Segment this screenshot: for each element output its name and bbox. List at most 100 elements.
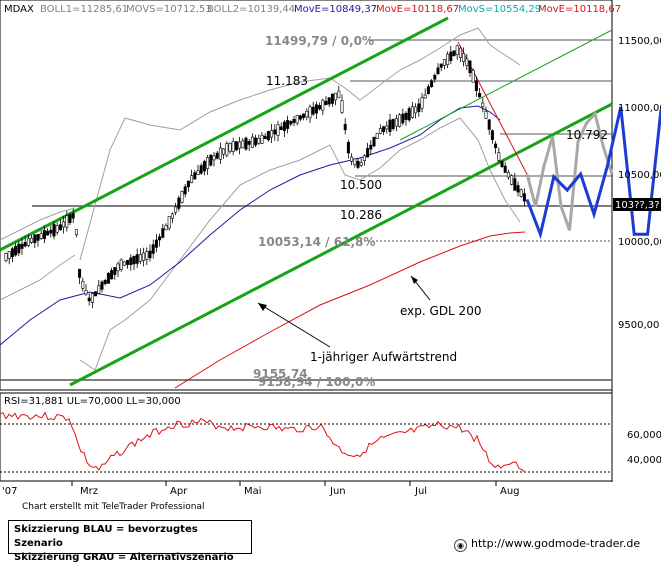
trend-arrow-head: [258, 303, 267, 311]
candle-body: [311, 106, 315, 115]
candle-body: [30, 237, 34, 243]
y-axis-ticks: 11500,00 11000,00 10500,00 10000,00 9500…: [618, 36, 661, 331]
candle-body: [122, 261, 126, 266]
trend-channel: [0, 16, 613, 387]
candle-body: [334, 92, 338, 101]
candle-body: [350, 156, 354, 162]
candle-body: [327, 97, 331, 105]
candle-body: [282, 121, 286, 131]
candle-body: [84, 289, 88, 295]
level-label-9155: 9155,74: [253, 367, 308, 381]
header-boll1: BOLL1=11285,61: [40, 4, 128, 15]
candle-body: [161, 228, 165, 238]
candle-body: [430, 80, 434, 88]
y-tick-11000: 11000,00: [618, 103, 661, 114]
candle-body: [436, 67, 440, 75]
candle-body: [487, 119, 491, 130]
candle-body: [426, 86, 430, 94]
source-link[interactable]: ◉ http://www.godmode-trader.de: [454, 537, 640, 552]
candle-body: [71, 213, 75, 219]
candle-body: [433, 74, 437, 80]
candle-body: [186, 180, 190, 188]
candle-body: [94, 291, 98, 297]
candle-body: [279, 126, 283, 130]
candle-body: [250, 136, 254, 148]
candle-body: [174, 206, 178, 213]
candlesticks: [4, 44, 526, 309]
candle-body: [295, 115, 299, 124]
candle-body: [446, 53, 450, 66]
candle-body: [241, 140, 245, 149]
candle-body: [516, 185, 520, 193]
candle-body: [455, 45, 459, 55]
candle-body: [26, 238, 30, 246]
candle-body: [68, 214, 72, 223]
candle-body: [215, 152, 219, 159]
candle-body: [116, 263, 120, 272]
candle-body: [340, 100, 344, 113]
candle-body: [417, 103, 421, 113]
source-url[interactable]: http://www.godmode-trader.de: [471, 537, 641, 550]
candle-body: [452, 50, 456, 57]
candle-body: [276, 124, 280, 136]
level-labels: 11499,79 / 0,0% 11.183 10.792 10.500 10.…: [253, 34, 608, 389]
y-tick-10500: 10500,00: [618, 170, 661, 181]
candle-body: [474, 80, 478, 91]
candle-body: [298, 115, 302, 120]
y-tick-9500: 9500,00: [618, 320, 659, 331]
candle-body: [106, 272, 110, 284]
header-movs: MOVS=10712,53: [126, 4, 212, 15]
candle-body: [321, 99, 325, 111]
candle-body: [218, 147, 222, 160]
candle-body: [385, 125, 389, 130]
rsi-plot-frame: [0, 392, 613, 482]
candle-body: [366, 148, 370, 158]
candle-body: [401, 113, 405, 124]
candle-body: [199, 165, 203, 174]
annotation-trend: 1-jähriger Aufwärtstrend: [310, 350, 457, 364]
candle-body: [158, 236, 162, 241]
candle-body: [62, 221, 66, 228]
candle-body: [46, 230, 50, 236]
annotations: exp. GDL 200 1-jähriger Aufwärtstrend: [257, 275, 481, 364]
x-label-jun: Jun: [329, 486, 346, 497]
candle-body: [449, 51, 453, 61]
candle-body: [238, 141, 242, 149]
candle-body: [17, 243, 21, 254]
candle-body: [244, 137, 248, 150]
candle-body: [337, 90, 341, 99]
candle-body: [503, 165, 507, 173]
candle-body: [20, 243, 24, 249]
candle-body: [375, 132, 379, 140]
candle-body: [180, 190, 184, 203]
candle-body: [414, 106, 418, 114]
candle-body: [490, 130, 494, 140]
candle-body: [234, 141, 238, 151]
x-label-07: '07: [2, 486, 17, 497]
candle-body: [183, 186, 187, 195]
candle-body: [164, 225, 168, 231]
candle-body: [74, 229, 78, 236]
candle-body: [212, 155, 216, 161]
candle-body: [126, 259, 130, 265]
candle-body: [142, 252, 146, 261]
candle-body: [519, 189, 523, 197]
candle-body: [407, 108, 411, 121]
candle-body: [58, 224, 62, 231]
candle-body: [522, 193, 526, 202]
bollinger-upper-left: [0, 207, 76, 241]
candle-body: [494, 143, 498, 149]
level-label-11183: 11.183: [266, 74, 308, 88]
header-move2: MovE=10118,67: [376, 4, 459, 15]
rsi-header: RSI=31,881 UL=70,000 LL=30,000: [4, 396, 181, 407]
candle-body: [308, 106, 312, 119]
candle-body: [270, 130, 274, 138]
candle-body: [110, 270, 114, 280]
candle-body: [206, 157, 210, 169]
candle-body: [510, 175, 514, 185]
candle-body: [103, 280, 107, 284]
candle-body: [247, 141, 251, 145]
legend-blue: Skizzierung BLAU = bevorzugtes Szenario: [14, 524, 198, 549]
candle-body: [87, 297, 91, 302]
